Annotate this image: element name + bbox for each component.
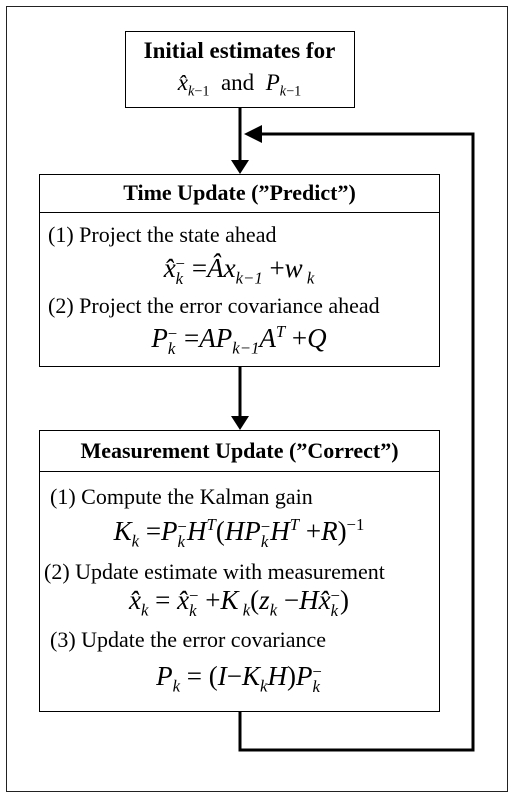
and-word: and xyxy=(220,70,255,95)
correct-step-1-label: (1) Compute the Kalman gain xyxy=(50,484,313,509)
diagram-frame xyxy=(6,6,508,792)
initial-estimates-title: Initial estimates for xyxy=(143,38,336,63)
initial-estimates-box: Initial estimates for x̂k−1 and Pk−1 xyxy=(125,31,355,108)
kalman-gain-equation: Kk =P − k HT(HP − k HT +R)−1 xyxy=(113,515,365,551)
update-estimate-equation: x̂k = x̂ − k +K k(zk −Hx̂ − k) xyxy=(128,585,350,620)
time-update-title: Time Update (”Predict”) xyxy=(40,175,439,213)
predict-step-2-label: (2) Project the error covariance ahead xyxy=(48,293,380,318)
predict-state-equation: x̂ − k =Âxk−1 +w k xyxy=(163,253,315,288)
feedback-loop-line xyxy=(238,132,475,752)
predict-covariance-equation: P − k =APk−1AT +Q xyxy=(151,322,327,358)
feedback-loop-arrowhead xyxy=(244,125,262,143)
measurement-update-title: Measurement Update (”Correct”) xyxy=(40,431,439,472)
predict-step-1-label: (1) Project the state ahead xyxy=(48,222,277,247)
time-update-box: Time Update (”Predict”) (1) Project the … xyxy=(39,174,440,367)
correct-step-2-label: (2) Update estimate with measurement xyxy=(44,559,385,584)
initial-estimates-vars: x̂k−1 and Pk−1 xyxy=(177,70,302,100)
update-covariance-equation: Pk = (I−KkH)P − k xyxy=(156,661,322,696)
measurement-update-box: Measurement Update (”Correct”) (1) Compu… xyxy=(39,430,440,712)
correct-step-3-label: (3) Update the error covariance xyxy=(50,627,327,652)
